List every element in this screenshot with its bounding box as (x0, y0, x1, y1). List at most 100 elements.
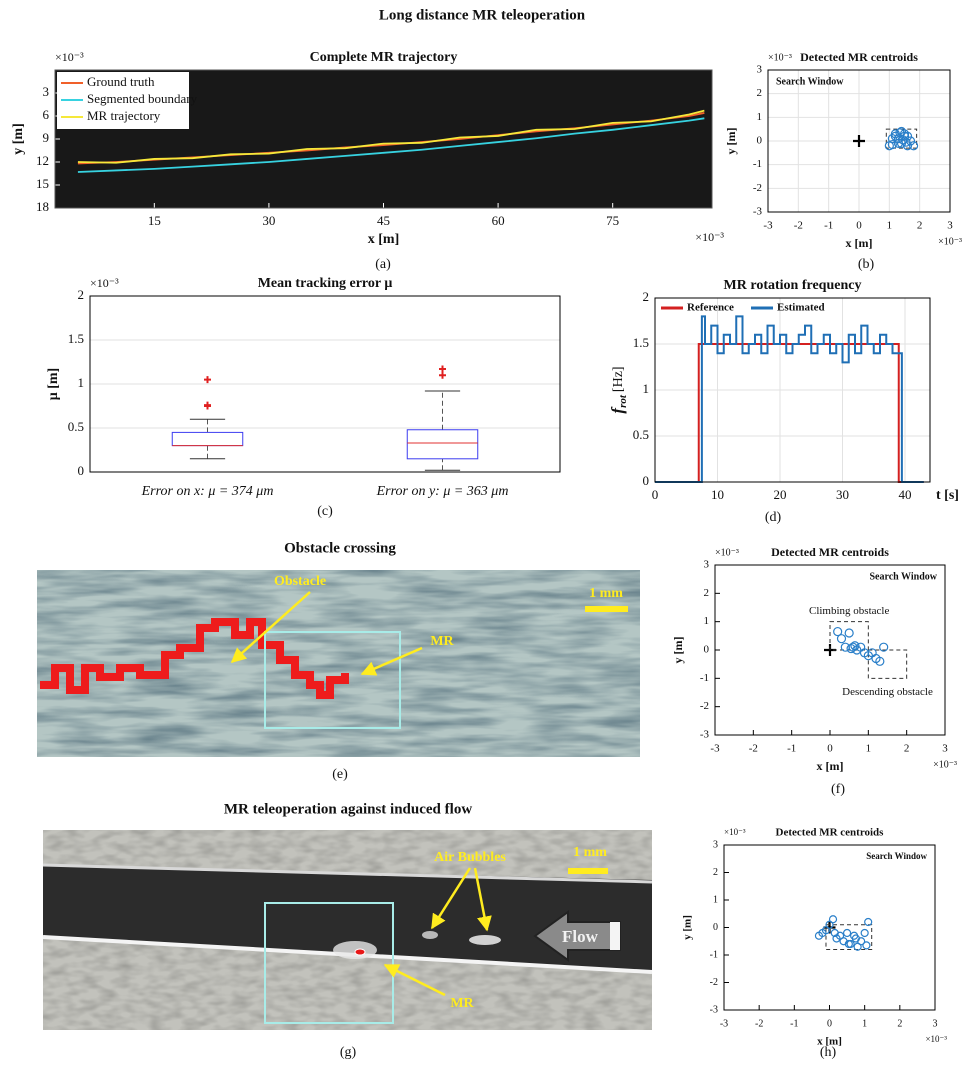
y-axis-label: y [m] (682, 915, 694, 940)
x-tick-label: 3 (942, 743, 948, 755)
y-tick-label: 9 (43, 130, 50, 145)
x-tick-label: -1 (787, 743, 796, 755)
x-tick-label: Error on y: μ = 363 μm (376, 484, 509, 499)
x-tick-label: -2 (755, 1018, 763, 1029)
y-tick-label: 3 (43, 84, 50, 99)
search-region (867, 649, 908, 679)
y-axis-symbol: f (608, 406, 627, 414)
x-tick-label: -3 (763, 220, 773, 232)
panel-label: (a) (375, 257, 391, 272)
y-multiplier: ×10⁻³ (55, 50, 84, 64)
region-label: Descending obstacle (842, 686, 933, 698)
x-tick-label: 3 (933, 1018, 938, 1029)
chart-title: Detected MR centroids (771, 545, 889, 559)
x-tick-label: 0 (827, 743, 833, 755)
x-tick-label: 2 (917, 220, 923, 232)
y-tick-label: 1 (757, 111, 763, 123)
y-tick-label: -1 (710, 949, 718, 960)
y-tick-label: 1 (704, 615, 710, 627)
plot-frame (89, 295, 561, 473)
y-tick-label: 0 (643, 473, 650, 488)
centroid-point (879, 642, 889, 652)
origin-marker (853, 135, 865, 147)
x-tick-label: 40 (899, 487, 912, 502)
x-multiplier: ×10⁻³ (938, 236, 962, 247)
x-tick-label: 1 (866, 743, 872, 755)
x-tick-label: 2 (904, 743, 910, 755)
x-axis-label: x [m] (817, 759, 844, 773)
image-annotation: Air Bubbles (434, 850, 506, 865)
plot-frame (767, 69, 951, 213)
legend-label: Segmented boundary (87, 91, 198, 106)
x-tick-label: -2 (794, 220, 803, 232)
y-tick-label: 2 (78, 287, 85, 302)
x-tick-label: 60 (492, 213, 505, 228)
search-region (825, 924, 873, 950)
x-multiplier: ×10⁻³ (925, 1034, 947, 1044)
outlier (439, 371, 446, 379)
panel-label: (d) (765, 510, 782, 525)
centroid-point (893, 134, 904, 144)
panel-label: (f) (831, 782, 845, 797)
search-window-label: Search Window (776, 76, 844, 87)
y-tick-label: 18 (36, 199, 49, 214)
x-tick-label: 0 (652, 487, 659, 502)
y-tick-label: 0.5 (633, 427, 649, 442)
y-tick-label: 1 (78, 375, 85, 390)
x-tick-label: 75 (606, 213, 619, 228)
x-tick-label: 1 (887, 220, 893, 232)
centroid-point (901, 137, 911, 147)
chart-title: Complete MR trajectory (310, 50, 458, 65)
x-axis-label: x [m] (846, 236, 873, 250)
y-tick-label: -1 (753, 158, 762, 170)
y-axis-label: frot [Hz] (608, 366, 629, 413)
y-tick-label: 12 (36, 153, 49, 168)
y-tick-label: 3 (713, 839, 718, 850)
flow-label: Flow (562, 927, 599, 946)
y-tick-label: 6 (43, 107, 50, 122)
outlier (439, 365, 446, 373)
ultrasound-image (37, 570, 640, 757)
section-title: Obstacle crossing (284, 540, 396, 556)
scale-bar-label: 1 mm (573, 845, 607, 860)
y-tick-label: -3 (700, 729, 710, 741)
centroid-point (833, 626, 843, 637)
plot-frame (654, 297, 931, 483)
panel-label: (c) (317, 504, 333, 519)
legend: Ground truth Segmented boundary MR traject… (57, 72, 198, 129)
y-tick-label: 2 (704, 587, 710, 599)
centroid-point (844, 939, 853, 949)
centroid-point (895, 128, 905, 138)
x-multiplier: ×10⁻³ (933, 759, 957, 770)
x-tick-label: 3 (947, 220, 953, 232)
y-tick-label: 2 (757, 87, 763, 99)
plot-frame (723, 844, 936, 1011)
y-tick-label: 0.5 (68, 419, 84, 434)
centroid-point (851, 934, 860, 943)
centroid-point (887, 134, 897, 144)
panel-label: (e) (332, 767, 348, 782)
centroid-point (844, 628, 854, 638)
x-axis-label: x [m] (817, 1036, 842, 1048)
y-tick-label: 3 (704, 559, 710, 571)
x-tick-label: 20 (774, 487, 787, 502)
x-tick-label: 15 (148, 213, 161, 228)
image-annotation: MR (430, 634, 454, 649)
y-tick-label: 15 (36, 176, 49, 191)
y-tick-label: 2 (643, 289, 650, 304)
y-multiplier: ×10⁻³ (90, 276, 119, 290)
x-tick-label: -3 (710, 743, 720, 755)
x-tick-label: 0 (856, 220, 862, 232)
box (171, 431, 244, 447)
legend: Reference Estimated (661, 302, 825, 314)
x-tick-label: -1 (790, 1018, 798, 1029)
x-tick-label: -3 (720, 1018, 728, 1029)
centroid-point (830, 928, 839, 938)
panel-label: (g) (340, 1045, 357, 1060)
y-axis-label: μ [m] (46, 368, 61, 400)
centroid-point (887, 139, 897, 150)
y-tick-label: 0 (78, 463, 85, 478)
y-tick-label: -2 (710, 977, 718, 988)
y-tick-label: -3 (753, 206, 763, 218)
